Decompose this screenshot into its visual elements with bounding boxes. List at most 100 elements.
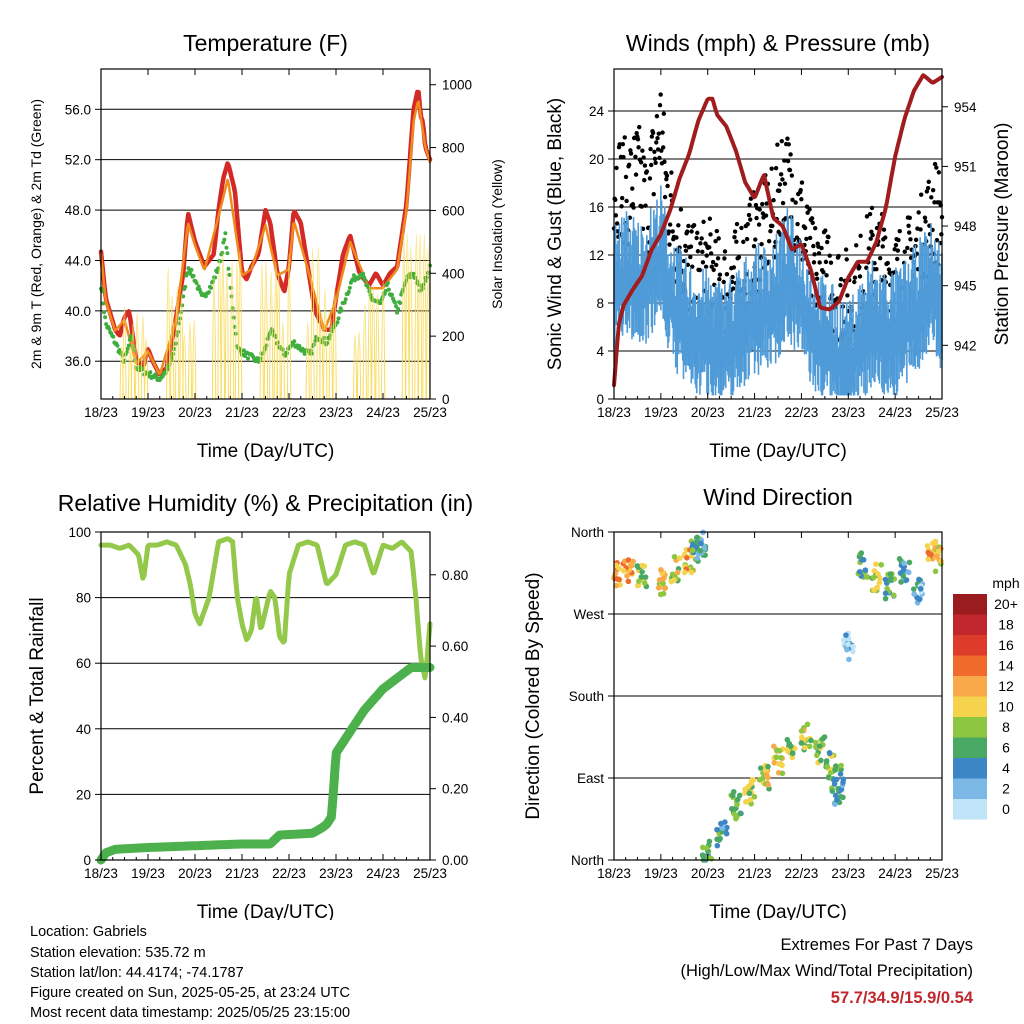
y-tick-label: 80 — [76, 591, 91, 606]
gust-point — [918, 227, 923, 232]
dewpoint-point — [107, 326, 112, 331]
gust-point — [650, 130, 656, 135]
gust-point — [657, 155, 662, 161]
gust-point — [732, 229, 738, 234]
gust-point — [854, 243, 859, 248]
gust-point — [814, 276, 820, 281]
gust-point — [641, 155, 646, 160]
winds-plot — [611, 73, 945, 396]
y2-tick-label: 951 — [954, 159, 977, 174]
solar-pulse — [259, 264, 264, 400]
direction-point — [846, 656, 852, 663]
gust-point — [868, 236, 873, 241]
direction-point — [932, 540, 939, 547]
gust-point — [619, 204, 624, 209]
legend-swatch — [953, 799, 987, 820]
y2-tick-label: 600 — [442, 203, 465, 218]
y-tick-label: 56.0 — [65, 102, 91, 117]
dewpoint-point — [347, 285, 352, 290]
direction-point — [820, 735, 826, 742]
gust-point — [717, 272, 723, 277]
gust-point — [769, 166, 774, 171]
solar-pulse — [182, 334, 187, 400]
elevation-text: Station elevation: 535.72 m — [30, 945, 206, 961]
direction-point — [657, 591, 664, 598]
gust-point — [614, 221, 620, 226]
direction-point — [757, 765, 764, 771]
x-tick-label: 23/23 — [319, 866, 353, 881]
direction-point — [734, 801, 740, 808]
direction-point — [729, 792, 736, 799]
gust-point — [683, 243, 688, 249]
gust-point — [763, 213, 769, 218]
direction-point — [910, 586, 917, 592]
solar-pulse — [323, 288, 328, 400]
legend-label: 8 — [1002, 719, 1010, 735]
gust-point — [802, 225, 808, 231]
direction-point — [628, 563, 635, 569]
solar-pulse — [405, 233, 410, 400]
gust-point — [777, 188, 782, 194]
series-rh — [98, 536, 433, 681]
x-tick-label: 23/23 — [319, 405, 353, 420]
y-tick-label: 16 — [589, 200, 604, 215]
gust-point — [760, 201, 765, 207]
gust-point — [707, 216, 713, 221]
humidity-ylabel: Percent & Total Rainfall — [27, 597, 48, 794]
solar-pulse — [263, 260, 269, 400]
direction-point — [906, 569, 912, 576]
dewpoint-point — [285, 351, 290, 356]
gust-point — [780, 177, 785, 182]
direction-point — [887, 571, 894, 577]
solar-pulse — [224, 270, 229, 400]
gust-point — [637, 124, 642, 130]
dewpoint-point — [211, 279, 216, 284]
direction-point — [639, 569, 645, 575]
gust-point — [932, 200, 937, 205]
direction-point — [743, 799, 749, 805]
gust-point — [896, 237, 901, 243]
direction-point — [745, 783, 752, 790]
direction-point — [850, 643, 856, 650]
gust-point — [725, 292, 730, 297]
x-tick-label: 21/23 — [738, 405, 772, 420]
direction-point — [676, 555, 683, 561]
direction-point — [662, 585, 668, 592]
y-tick-label: 60 — [76, 656, 91, 671]
dewpoint-point — [325, 341, 330, 346]
solar-pulse — [356, 331, 362, 400]
direction-point — [877, 575, 883, 582]
y-tick-label: 4 — [596, 344, 604, 359]
direction-point — [625, 578, 632, 585]
gust-point — [893, 242, 899, 248]
dewpoint-point — [224, 245, 229, 250]
x-tick-label: 18/23 — [597, 866, 631, 881]
direction-point — [925, 549, 932, 556]
dewpoint-point — [102, 310, 107, 315]
x-tick-label: 23/23 — [831, 405, 865, 420]
gust-point — [795, 221, 800, 227]
direction-point — [906, 559, 913, 566]
gust-point — [813, 225, 818, 231]
solar-pulse — [220, 251, 226, 400]
gust-point — [906, 223, 911, 229]
gust-point — [654, 140, 659, 145]
gust-point — [934, 237, 940, 243]
dewpoint-point — [126, 343, 131, 348]
gust-point — [648, 146, 653, 152]
solar-pulse — [316, 247, 321, 400]
solar-pulse — [170, 294, 175, 400]
gust-point — [698, 241, 703, 246]
gust-point — [746, 212, 752, 218]
gust-point — [897, 228, 902, 234]
gust-point — [655, 135, 660, 141]
direction-point — [613, 562, 619, 569]
legend-swatch — [953, 696, 987, 717]
direction-point — [875, 571, 881, 577]
gust-point — [649, 162, 654, 168]
gust-point — [918, 192, 924, 197]
direction-point — [924, 543, 931, 549]
solar-pulse — [175, 286, 180, 400]
direction-point — [824, 763, 831, 770]
gust-point — [819, 245, 824, 251]
